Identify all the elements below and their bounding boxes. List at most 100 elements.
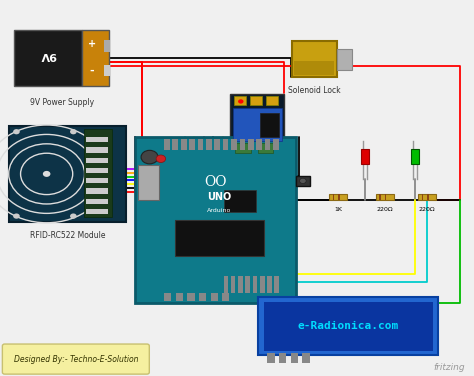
Bar [234, 97, 246, 105]
Bar [198, 139, 203, 150]
Text: 220Ω: 220Ω [376, 207, 393, 212]
Bar [14, 30, 82, 86]
Bar [223, 139, 228, 150]
Bar [86, 158, 108, 163]
Circle shape [156, 155, 165, 162]
Circle shape [13, 129, 20, 134]
Bar [9, 126, 126, 222]
Bar [104, 65, 110, 76]
Bar [210, 293, 218, 301]
Bar [273, 139, 279, 150]
Bar [189, 139, 195, 150]
Bar [86, 137, 108, 143]
Bar [173, 139, 178, 150]
Bar [214, 139, 220, 150]
Bar [224, 190, 256, 212]
Bar [82, 30, 109, 86]
Bar [231, 276, 236, 293]
Bar [104, 40, 110, 52]
Circle shape [43, 171, 50, 177]
Bar [86, 188, 108, 194]
Bar [302, 353, 310, 363]
Bar [231, 139, 237, 150]
Text: 220Ω: 220Ω [419, 207, 436, 212]
Text: 9V Power Supply: 9V Power Supply [29, 98, 94, 107]
Bar [86, 209, 108, 214]
Bar [267, 276, 272, 293]
Text: fritzing: fritzing [433, 363, 465, 372]
Bar [222, 293, 229, 301]
Bar [248, 139, 254, 150]
Bar [230, 94, 284, 156]
Text: Designed By:- Techno-E-Solution: Designed By:- Techno-E-Solution [14, 355, 138, 364]
Bar [258, 143, 273, 153]
Bar [224, 276, 228, 293]
Text: 1K: 1K [335, 207, 342, 212]
Text: Solenoid Lock: Solenoid Lock [288, 86, 340, 96]
Bar [206, 139, 211, 150]
Bar [238, 276, 243, 293]
Bar [418, 194, 436, 200]
Bar [86, 199, 108, 204]
Bar [86, 168, 108, 173]
Bar [135, 137, 296, 303]
Bar [235, 143, 251, 153]
Bar [361, 149, 369, 164]
Bar [264, 302, 433, 351]
Bar [164, 293, 171, 301]
Bar [138, 165, 159, 200]
Text: -: - [90, 66, 94, 76]
Bar [260, 113, 279, 138]
Circle shape [70, 129, 77, 134]
Bar [380, 194, 381, 200]
Text: RFID-RC522 Module: RFID-RC522 Module [30, 231, 105, 240]
FancyBboxPatch shape [2, 344, 149, 374]
Bar [233, 108, 282, 141]
Bar [411, 149, 419, 164]
Bar [86, 178, 108, 183]
Bar [279, 353, 286, 363]
Bar [294, 61, 334, 75]
Bar [260, 276, 264, 293]
Bar [338, 194, 340, 200]
Text: +: + [88, 39, 96, 49]
Bar [427, 194, 428, 200]
Bar [164, 139, 170, 150]
Bar [86, 147, 108, 153]
Bar [329, 194, 347, 200]
Bar [258, 297, 438, 355]
Bar [175, 220, 264, 256]
Text: 9V: 9V [40, 50, 56, 61]
Bar [187, 293, 194, 301]
Bar [274, 276, 279, 293]
Text: OO: OO [204, 175, 227, 189]
Circle shape [300, 178, 306, 183]
Bar [292, 41, 337, 77]
Text: Arduino: Arduino [207, 208, 231, 212]
Text: UNO: UNO [207, 192, 231, 202]
Bar [333, 194, 335, 200]
Bar [239, 139, 245, 150]
Bar [250, 97, 262, 105]
Bar [337, 49, 352, 70]
Bar [291, 353, 298, 363]
Bar [376, 194, 394, 200]
Circle shape [238, 99, 244, 104]
Bar [422, 194, 423, 200]
Bar [296, 176, 310, 186]
Bar [264, 139, 270, 150]
Bar [181, 139, 186, 150]
Bar [176, 293, 183, 301]
Bar [199, 293, 206, 301]
Circle shape [141, 150, 158, 164]
Bar [385, 194, 386, 200]
Bar [267, 353, 274, 363]
Bar [256, 139, 262, 150]
Circle shape [13, 214, 20, 219]
Circle shape [70, 214, 77, 219]
Bar [246, 276, 250, 293]
Text: e-Radionica.com: e-Radionica.com [298, 321, 399, 331]
Bar [266, 97, 278, 105]
Bar [84, 129, 112, 217]
Bar [253, 276, 257, 293]
